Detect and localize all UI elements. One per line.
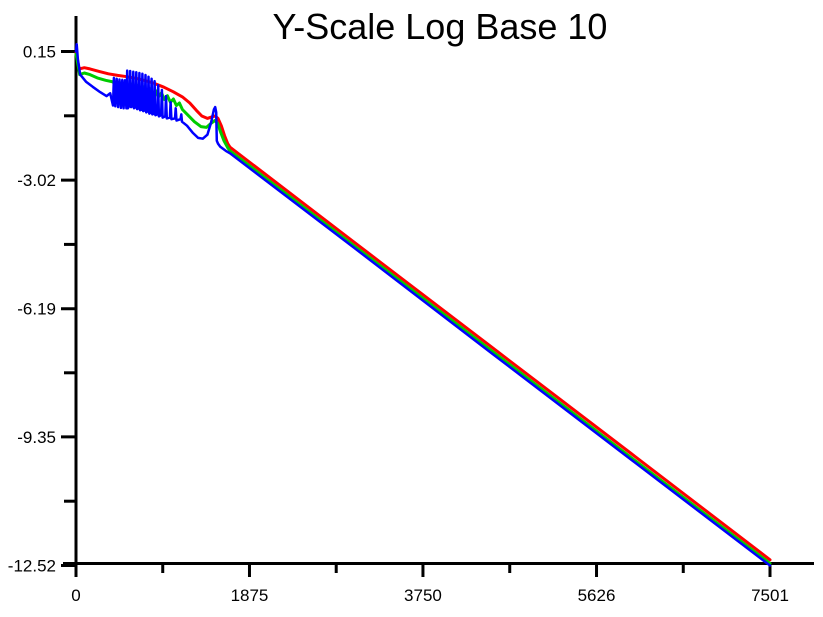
chart-title: Y-Scale Log Base 10 <box>273 6 608 47</box>
y-tick-label: -3.02 <box>17 171 56 190</box>
series-lines <box>74 42 772 567</box>
series-line-red <box>74 51 772 562</box>
y-tick-label: -6.19 <box>17 300 56 319</box>
y-tick-label: 0.15 <box>23 43 56 62</box>
y-tick-label: -12.52 <box>8 557 56 576</box>
y-tick-label: -9.35 <box>17 428 56 447</box>
x-tick-label: 3750 <box>404 586 442 605</box>
x-tick-label: 1875 <box>231 586 269 605</box>
series-line-blue <box>74 42 772 567</box>
tick-labels: 0.15 -3.02 -6.19 -9.35 -12.52 0 1875 3750 5626 75… <box>8 43 789 606</box>
axes <box>61 16 814 577</box>
x-tick-label: 5626 <box>578 586 616 605</box>
x-tick-label: 7501 <box>751 586 789 605</box>
x-tick-label: 0 <box>71 586 80 605</box>
